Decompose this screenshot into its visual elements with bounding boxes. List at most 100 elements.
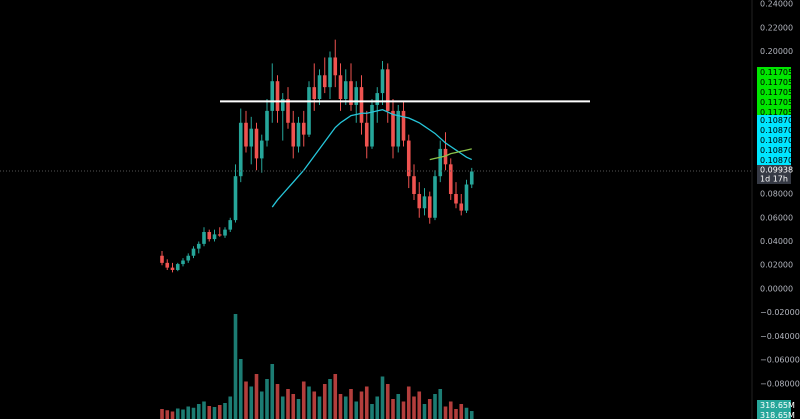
candle-body [312, 87, 317, 100]
volume-bar [469, 411, 474, 419]
ma2-line [429, 148, 472, 161]
volume-bar [307, 386, 311, 419]
price-label: 0.11705 [760, 78, 793, 87]
volume-bar [364, 386, 369, 419]
candle-body [217, 234, 222, 236]
price-label: 0.10870 [760, 126, 793, 135]
volume-bar [343, 396, 348, 419]
y-tick-label: −0.06000 [760, 356, 800, 365]
candle-body [259, 140, 264, 159]
candle-body [170, 267, 175, 270]
label-box [757, 125, 791, 135]
label-box [757, 145, 791, 155]
volume-bar [291, 394, 296, 419]
volume-bar [349, 389, 353, 419]
volume-label: 318.65M [760, 401, 795, 410]
candle-body [469, 171, 474, 185]
candle-body [322, 75, 327, 88]
volume-bar [406, 386, 411, 419]
volume-bar [175, 408, 180, 419]
volume-bar [454, 409, 458, 419]
volume-bar [275, 384, 280, 419]
candle-body [181, 260, 185, 265]
volume-bar [391, 399, 395, 419]
candle-body [238, 122, 243, 177]
volume-bar [270, 364, 275, 419]
volume-bar [417, 391, 422, 419]
volume-bar [380, 376, 385, 419]
candle-body [165, 262, 170, 268]
label-box [757, 115, 791, 125]
volume-bar [254, 374, 259, 419]
volume-bar [212, 407, 217, 419]
last-price-label: 0.09938 [760, 165, 793, 174]
candle-body [301, 122, 306, 135]
candle-body [454, 194, 458, 204]
candle-body [228, 220, 233, 230]
volume-bar [202, 401, 206, 419]
volume-bar [443, 406, 448, 419]
volume-bar [249, 386, 254, 419]
volume-bar [459, 404, 464, 419]
label-box [757, 135, 791, 145]
y-tick-label: 0.02000 [760, 261, 793, 270]
volume-bar [438, 389, 443, 419]
candle-body [375, 93, 380, 105]
candle-body [391, 110, 395, 147]
volume-bar [464, 407, 469, 419]
candle-body [286, 99, 290, 123]
volume-bar [217, 405, 222, 419]
candle-body [433, 176, 437, 218]
price-label: 0.11705 [760, 88, 793, 97]
price-label: 0.11705 [760, 98, 793, 107]
volume-label: 318.65M [760, 411, 795, 419]
candle-body [417, 194, 422, 209]
volume-bar [280, 396, 285, 419]
volume-bar [244, 381, 248, 419]
price-label: 0.11705 [760, 108, 793, 117]
y-tick-label: 0.00000 [760, 284, 793, 293]
candle-body [412, 176, 416, 195]
label-box [757, 410, 791, 419]
candle-body [249, 128, 254, 147]
volume-bar [165, 410, 170, 419]
volume-bar [328, 379, 332, 419]
volume-bar [370, 404, 374, 419]
candle-body [202, 231, 206, 244]
candle-body [464, 184, 469, 211]
volume-bar [238, 359, 243, 419]
candle-body [359, 87, 364, 123]
label-box [757, 67, 791, 77]
volume-bar [385, 384, 390, 419]
price-label: 0.10870 [760, 146, 793, 155]
volume-bar [196, 404, 201, 419]
volume-bar [296, 399, 301, 419]
candle-body [364, 122, 369, 147]
candle-body [270, 81, 275, 111]
price-label: 0.10870 [760, 116, 793, 125]
candle-body [343, 81, 348, 100]
price-label: 0.10870 [760, 156, 793, 165]
candle-body [459, 203, 464, 211]
volume-bar [338, 394, 343, 419]
price-label: 0.10870 [760, 136, 793, 145]
candle-body [370, 104, 374, 147]
candle-body [191, 248, 196, 256]
volume-bar [223, 403, 227, 419]
candle-body [207, 231, 212, 240]
ma-line [271, 109, 473, 208]
volume-bar [359, 391, 364, 419]
candle-body [291, 122, 296, 147]
candle-body [328, 57, 332, 88]
countdown-label: 1d 17h [760, 174, 788, 183]
candle-body [296, 122, 301, 147]
candle-body [265, 110, 269, 141]
volume-bar [286, 389, 290, 419]
volume-bar [265, 379, 269, 419]
volume-bar [160, 409, 164, 419]
candle-body [317, 75, 322, 100]
candle-body [223, 229, 227, 236]
volume-bar [317, 396, 322, 419]
